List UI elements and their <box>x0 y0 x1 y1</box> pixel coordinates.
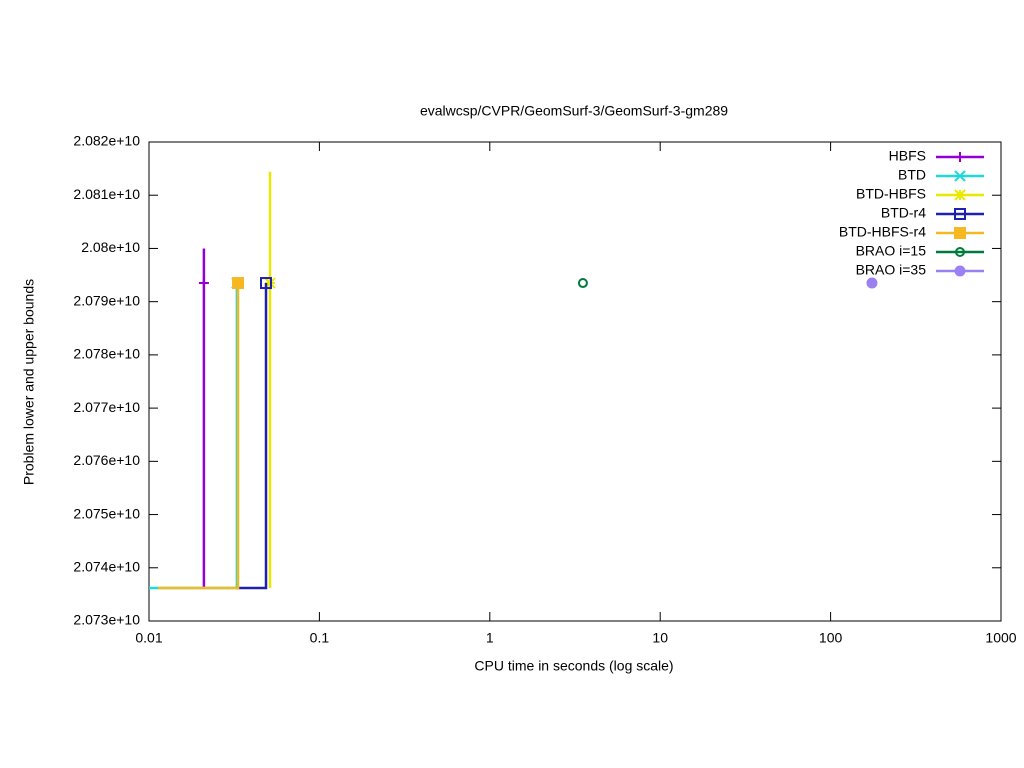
series-line <box>158 283 240 590</box>
legend-label: BTD-HBFS <box>856 186 926 202</box>
marker <box>577 278 588 289</box>
plot-frame <box>148 141 1002 622</box>
marker-shape <box>866 277 878 289</box>
marker-shape <box>954 189 966 201</box>
y-tick-label: 2.08e+10 <box>81 239 140 255</box>
marker-shape <box>232 277 245 290</box>
marker <box>954 189 966 201</box>
legend-label: HBFS <box>889 148 926 164</box>
y-tick-label: 2.075e+10 <box>73 505 140 521</box>
marker <box>954 208 966 220</box>
x-tick-label: 100 <box>819 630 843 646</box>
marker <box>232 277 245 290</box>
chart-title: evalwcsp/CVPR/GeomSurf-3/GeomSurf-3-gm28… <box>420 103 728 119</box>
marker-shape <box>954 170 966 182</box>
marker-shape <box>954 265 966 277</box>
legend-label: BTD-HBFS-r4 <box>839 224 926 240</box>
marker-shape <box>955 247 965 257</box>
y-tick-label: 2.077e+10 <box>73 399 140 415</box>
marker <box>260 277 273 290</box>
y-tick-label: 2.074e+10 <box>73 558 140 574</box>
y-tick-label: 2.082e+10 <box>73 133 140 149</box>
marker-shape <box>954 227 966 239</box>
y-tick-label: 2.073e+10 <box>73 612 140 628</box>
y-tick-label: 2.076e+10 <box>73 452 140 468</box>
marker-shape <box>954 208 966 220</box>
x-tick-label: 10 <box>652 630 668 646</box>
y-tick-label: 2.081e+10 <box>73 186 140 202</box>
legend-label: BRAO i=15 <box>856 243 927 259</box>
marker <box>955 152 965 162</box>
y-tick-label: 2.078e+10 <box>73 346 140 362</box>
x-tick-label: 0.1 <box>310 630 330 646</box>
x-axis-label: CPU time in seconds (log scale) <box>474 658 673 674</box>
series-line <box>236 283 268 590</box>
marker <box>866 277 878 289</box>
marker <box>955 247 965 257</box>
marker-shape <box>198 278 209 289</box>
y-axis-label: Problem lower and upper bounds <box>21 279 37 485</box>
marker <box>198 278 209 289</box>
legend-label: BTD-r4 <box>881 205 926 221</box>
legend-label: BTD <box>898 167 926 183</box>
marker <box>954 227 966 239</box>
x-tick-label: 1 <box>486 630 494 646</box>
marker-shape <box>955 152 965 162</box>
x-tick-label: 1000 <box>985 630 1016 646</box>
legend-label: BRAO i=35 <box>856 262 927 278</box>
marker-shape <box>260 277 273 290</box>
marker <box>954 265 966 277</box>
marker-shape <box>577 278 588 289</box>
x-tick-label: 0.01 <box>135 630 162 646</box>
y-tick-label: 2.079e+10 <box>73 292 140 308</box>
marker <box>954 170 966 182</box>
